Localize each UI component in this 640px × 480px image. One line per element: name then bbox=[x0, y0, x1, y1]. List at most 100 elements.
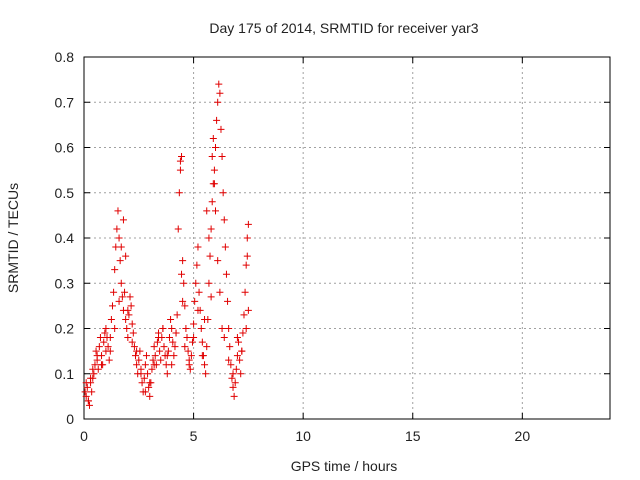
data-point bbox=[176, 166, 184, 174]
data-point bbox=[148, 365, 156, 373]
data-point bbox=[190, 334, 198, 342]
data-point bbox=[137, 370, 145, 378]
data-point bbox=[153, 338, 161, 346]
data-point bbox=[229, 370, 237, 378]
x-tick-label: 10 bbox=[295, 428, 311, 444]
data-point bbox=[175, 189, 183, 197]
data-point bbox=[157, 356, 165, 364]
data-point bbox=[214, 98, 222, 106]
data-point bbox=[168, 325, 176, 332]
data-point bbox=[179, 257, 187, 265]
data-point bbox=[206, 252, 214, 260]
y-axis-label: SRMTID / TECUs bbox=[5, 183, 21, 293]
data-point bbox=[242, 261, 250, 269]
data-point bbox=[225, 325, 233, 332]
data-point bbox=[144, 370, 152, 378]
data-point bbox=[108, 302, 116, 310]
data-point bbox=[226, 343, 234, 351]
data-point bbox=[239, 329, 247, 337]
data-point bbox=[128, 338, 136, 346]
data-point bbox=[194, 306, 202, 314]
data-point bbox=[216, 288, 224, 296]
data-point bbox=[220, 334, 228, 342]
data-point bbox=[228, 374, 236, 382]
data-point bbox=[104, 343, 112, 351]
data-point bbox=[107, 315, 115, 323]
data-point bbox=[167, 315, 175, 323]
data-point bbox=[201, 361, 209, 369]
data-point bbox=[111, 325, 119, 332]
data-point bbox=[224, 297, 232, 305]
data-point bbox=[185, 361, 193, 369]
data-point bbox=[116, 257, 124, 265]
data-point bbox=[151, 352, 159, 360]
data-point bbox=[106, 334, 114, 342]
data-point bbox=[133, 347, 141, 355]
data-point bbox=[203, 207, 211, 215]
data-point bbox=[222, 270, 230, 278]
data-point bbox=[230, 392, 238, 400]
data-point bbox=[98, 361, 106, 369]
data-point bbox=[182, 325, 190, 332]
data-point bbox=[188, 338, 196, 346]
x-tick-label: 5 bbox=[190, 428, 198, 444]
data-point bbox=[194, 243, 202, 251]
data-point bbox=[210, 166, 218, 174]
data-point bbox=[186, 365, 194, 373]
data-point bbox=[124, 334, 132, 342]
data-point bbox=[221, 243, 229, 251]
data-point bbox=[220, 216, 228, 224]
data-point bbox=[125, 311, 133, 319]
data-point bbox=[243, 234, 251, 242]
data-point bbox=[165, 334, 173, 342]
data-point bbox=[233, 352, 241, 360]
data-point bbox=[127, 302, 135, 310]
data-point bbox=[170, 352, 178, 360]
data-point bbox=[115, 297, 123, 305]
data-point bbox=[113, 225, 121, 233]
data-point bbox=[117, 279, 125, 287]
data-point bbox=[122, 252, 130, 260]
data-point bbox=[197, 325, 205, 332]
data-point bbox=[238, 347, 246, 355]
data-point bbox=[219, 189, 227, 197]
data-point bbox=[231, 379, 239, 387]
data-point bbox=[229, 383, 237, 391]
data-point bbox=[91, 361, 99, 369]
data-point bbox=[111, 266, 119, 274]
data-point bbox=[142, 352, 150, 360]
data-point bbox=[181, 302, 189, 310]
data-point bbox=[176, 157, 184, 165]
data-point bbox=[135, 356, 143, 364]
data-point bbox=[82, 379, 90, 387]
data-point bbox=[95, 343, 103, 351]
data-point bbox=[83, 383, 91, 391]
data-point bbox=[178, 153, 186, 161]
data-point bbox=[115, 234, 123, 242]
data-point bbox=[178, 270, 186, 278]
data-point bbox=[192, 279, 200, 287]
data-point bbox=[184, 347, 192, 355]
data-point bbox=[173, 311, 181, 319]
data-point bbox=[235, 338, 243, 346]
data-point bbox=[209, 134, 217, 142]
data-point bbox=[207, 225, 215, 233]
data-point bbox=[141, 388, 149, 396]
data-point bbox=[81, 388, 89, 396]
data-point bbox=[198, 352, 206, 360]
data-point bbox=[124, 306, 132, 314]
data-point bbox=[141, 361, 149, 369]
y-tick-label: 0.7 bbox=[55, 94, 75, 110]
data-point bbox=[96, 334, 104, 342]
data-point bbox=[85, 401, 93, 409]
data-point bbox=[169, 338, 177, 346]
data-point bbox=[90, 370, 98, 378]
data-point bbox=[195, 288, 203, 296]
data-point bbox=[122, 315, 130, 323]
data-point bbox=[93, 352, 101, 360]
y-tick-label: 0.3 bbox=[55, 275, 75, 291]
data-point bbox=[217, 125, 225, 133]
data-point bbox=[227, 361, 235, 369]
data-point bbox=[208, 198, 216, 206]
data-point bbox=[236, 356, 244, 364]
